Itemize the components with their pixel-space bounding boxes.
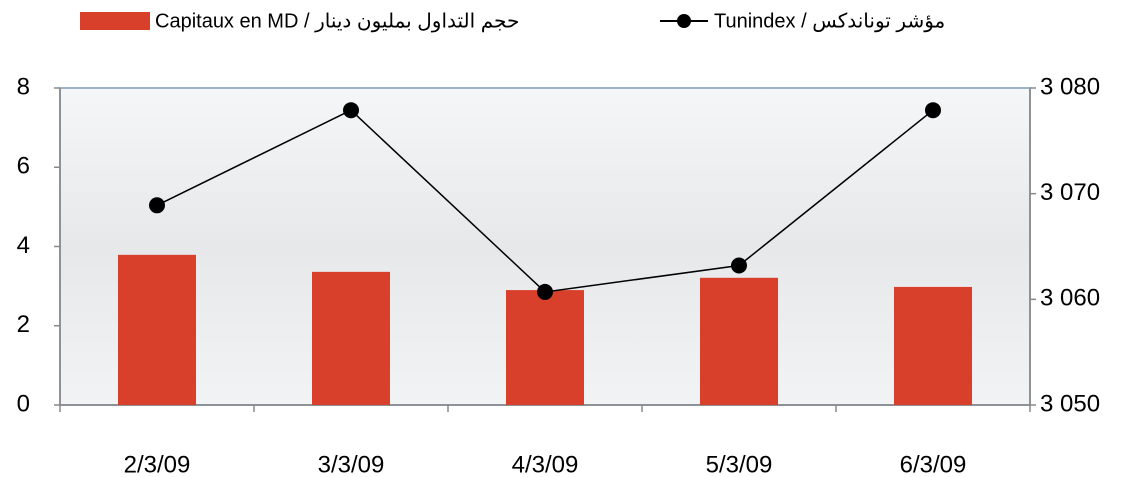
line-marker — [731, 258, 747, 274]
x-tick-label: 4/3/09 — [512, 451, 579, 477]
y2-tick-label: 3 080 — [1040, 73, 1100, 100]
line-marker — [149, 197, 165, 213]
x-tick-label: 6/3/09 — [900, 451, 967, 477]
bar — [506, 290, 584, 405]
legend-marker — [677, 14, 691, 28]
x-tick-label: 3/3/09 — [318, 451, 385, 477]
x-tick-label: 2/3/09 — [124, 451, 191, 477]
bar — [894, 287, 972, 405]
legend-label: Capitaux en MD / حجم التداول بمليون دينا… — [155, 10, 519, 32]
y2-tick-label: 3 070 — [1040, 179, 1100, 206]
y2-tick-label: 3 060 — [1040, 285, 1100, 312]
bar — [312, 272, 390, 405]
y-tick-label: 2 — [17, 311, 30, 338]
bar — [700, 278, 778, 405]
chart: 0 2 4 6 8 3 050 3 060 3 070 3 080 2/3/09 3/3/09 4/3… — [0, 0, 1139, 477]
y-tick-label: 8 — [17, 73, 30, 100]
line-marker — [537, 284, 553, 300]
y-tick-label: 0 — [17, 390, 30, 417]
line-marker — [925, 102, 941, 118]
x-tick-label: 5/3/09 — [706, 451, 773, 477]
legend-label: Tunindex / مؤشر توناندكس — [714, 10, 945, 32]
y-tick-label: 4 — [17, 232, 30, 259]
legend-swatch — [80, 12, 150, 30]
line-marker — [343, 102, 359, 118]
y2-tick-label: 3 050 — [1040, 390, 1100, 417]
bar — [118, 255, 196, 405]
y-tick-label: 6 — [17, 153, 30, 180]
